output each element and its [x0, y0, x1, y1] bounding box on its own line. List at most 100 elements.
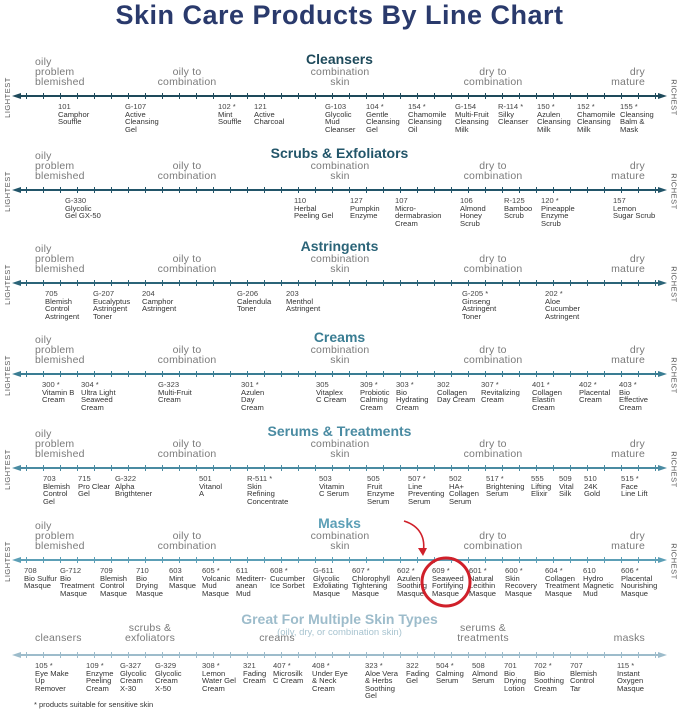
product-item[interactable]: G-327 Glycolic Cream X-30: [120, 662, 147, 692]
product-item[interactable]: R-114 * Silky Cleanser: [498, 103, 528, 126]
product-item[interactable]: 157 Lemon Sugar Scrub: [613, 197, 655, 220]
product-item[interactable]: G-322 Alpha Brigthtener: [115, 475, 152, 498]
product-item[interactable]: 321 Fading Cream: [243, 662, 266, 685]
product-item[interactable]: 505 Fruit Enzyme Serum: [367, 475, 394, 505]
product-item[interactable]: 300 * Vitamin B Cream: [42, 381, 74, 404]
product-item[interactable]: 702 * Bio Soothing Cream: [534, 662, 564, 692]
product-item[interactable]: 403 * Bio Effective Cream: [619, 381, 648, 411]
product-item[interactable]: R-511 * Skin Refining Concentrate: [247, 475, 288, 505]
product-name: Probiotic Calming Cream: [360, 387, 390, 412]
product-item[interactable]: 517 * Brightening Serum: [486, 475, 524, 498]
product-item[interactable]: 305 Vitaplex C Cream: [316, 381, 346, 404]
product-item[interactable]: 150 * Azulen Cleansing Milk: [537, 103, 571, 133]
product-item[interactable]: 610 Hydro Magnetic Mud: [583, 567, 614, 597]
product-item[interactable]: R-125 Bamboo Scrub: [504, 197, 532, 220]
product-item[interactable]: 127 Pumpkin Enzyme: [350, 197, 380, 220]
product-name: Alpha Brigthtener: [115, 481, 153, 499]
product-item[interactable]: 609 * Seaweed Fortifying Masque: [432, 567, 464, 597]
product-item[interactable]: 307 * Revitalizing Cream: [481, 381, 520, 404]
product-item[interactable]: 708 Bio Sulfur Masque: [24, 567, 57, 590]
product-item[interactable]: 601 * Natural Lecithin Masque: [469, 567, 496, 597]
product-item[interactable]: 107 Micro- dermabrasion Cream: [395, 197, 441, 227]
product-item[interactable]: 611 Mediterr- anean Mud: [236, 567, 266, 597]
product-item[interactable]: 515 * Face Line Lift: [621, 475, 648, 498]
product-item[interactable]: 120 * Pineapple Enzyme Scrub: [541, 197, 575, 227]
product-item[interactable]: 600 * Skin Recovery Masque: [505, 567, 537, 597]
product-item[interactable]: 155 * Cleansing Balm & Mask: [620, 103, 654, 133]
product-code: 407 *: [273, 661, 291, 670]
product-item[interactable]: 110 Herbal Peeling Gel: [294, 197, 333, 220]
product-item[interactable]: 710 Bio Drying Masque: [136, 567, 163, 597]
product-item[interactable]: G-329 Glycolic Cream X-50: [155, 662, 182, 692]
product-item[interactable]: 104 * Gentle Cleansing Gel: [366, 103, 400, 133]
product-item[interactable]: 503 Vitamin C Serum: [319, 475, 349, 498]
product-item[interactable]: 705 Blemish Control Astringent: [45, 290, 79, 320]
product-item[interactable]: 152 * Chamomile Cleansing Milk: [577, 103, 615, 133]
product-item[interactable]: 602 * Azulen Soothing Masque: [397, 567, 427, 597]
product-item[interactable]: 101 Camphor Souffle: [58, 103, 89, 126]
highlight-arrowhead-icon: [418, 548, 427, 556]
product-item[interactable]: 202 * Aloe Cucumber Astringent: [545, 290, 580, 320]
product-item[interactable]: 407 * Microsilk C Cream: [273, 662, 303, 685]
product-item[interactable]: 154 * Chamomile Cleansing Oil: [408, 103, 446, 133]
product-item[interactable]: 106 Almond Honey Scrub: [460, 197, 486, 227]
product-item[interactable]: G-206 Calendula Toner: [237, 290, 271, 313]
product-item[interactable]: 204 Camphor Astringent: [142, 290, 176, 313]
product-item[interactable]: 323 * Aloe Vera & Herbs Soothing Gel: [365, 662, 398, 700]
product-item[interactable]: 555 Lifting Elixir: [531, 475, 551, 498]
product-name: Silky Cleanser: [498, 109, 529, 127]
product-item[interactable]: 603 Mint Masque: [169, 567, 196, 590]
product-item[interactable]: 309 * Probiotic Calming Cream: [360, 381, 390, 411]
product-item[interactable]: 105 * Eye Make Up Remover: [35, 662, 69, 692]
skin-type-zone-label: combination skin: [310, 438, 370, 460]
product-item[interactable]: G-330 Glycolic Gel GX-50: [65, 197, 101, 220]
axis-ticks: [26, 557, 656, 563]
product-item[interactable]: 606 * Placental Nourishing Masque: [621, 567, 657, 597]
product-item[interactable]: 508 Almond Serum: [472, 662, 498, 685]
product-item[interactable]: 502 HA+ Collagen Serum: [449, 475, 479, 505]
product-item[interactable]: 509 Vital Silk: [559, 475, 574, 498]
product-item[interactable]: 322 Fading Gel: [406, 662, 429, 685]
product-item[interactable]: 504 * Calming Serum: [436, 662, 464, 685]
product-item[interactable]: 203 Menthol Astringent: [286, 290, 320, 313]
product-item[interactable]: 701 Bio Drying Lotion: [504, 662, 526, 692]
product-code: 517 *: [486, 474, 504, 483]
product-item[interactable]: G-205 * Ginseng Astringent Toner: [462, 290, 496, 320]
skin-type-zone-label: dry to combination: [463, 66, 523, 88]
product-item[interactable]: 709 Blemish Control Masque: [100, 567, 127, 597]
product-code: 502: [449, 474, 462, 483]
arrow-right-icon: [658, 464, 667, 471]
product-item[interactable]: 605 * Volcanic Mud Masque: [202, 567, 230, 597]
product-item[interactable]: 507 * Line Preventing Serum: [408, 475, 444, 505]
product-item[interactable]: G-107 Active Cleansing Gel: [125, 103, 159, 133]
product-item[interactable]: 604 * Collagen Treatment Masque: [545, 567, 579, 597]
product-item[interactable]: G-323 Multi-Fruit Cream: [158, 381, 192, 404]
product-item[interactable]: G-154 Multi-Fruit Cleansing Milk: [455, 103, 489, 133]
product-item[interactable]: 301 * Azulen Day Cream: [241, 381, 264, 411]
product-item[interactable]: G-103 Glycolic Mud Cleanser: [325, 103, 355, 133]
product-item[interactable]: 408 * Under Eye & Neck Cream: [312, 662, 348, 692]
product-item[interactable]: 121 Active Charcoal: [254, 103, 284, 126]
product-item[interactable]: 510 24K Gold: [584, 475, 600, 498]
product-item[interactable]: 715 Pro Clear Gel: [78, 475, 110, 498]
product-item[interactable]: G-712 Bio Treatment Masque: [60, 567, 94, 597]
product-code: 121: [254, 102, 267, 111]
product-item[interactable]: 302 Collagen Day Cream: [437, 381, 475, 404]
product-item[interactable]: 501 Vitanol A: [199, 475, 222, 498]
product-item[interactable]: 308 * Lemon Water Gel Cream: [202, 662, 236, 692]
product-item[interactable]: 707 Blemish Control Tar: [570, 662, 597, 692]
product-item[interactable]: 304 * Ultra Light Seaweed Cream: [81, 381, 116, 411]
product-item[interactable]: 608 * Cucumber Ice Sorbet: [270, 567, 305, 590]
product-item[interactable]: 303 * Bio Hydrating Cream: [396, 381, 429, 411]
product-item[interactable]: 109 * Enzyme Peeling Cream: [86, 662, 113, 692]
product-item[interactable]: 115 * Instant Oxygen Masque: [617, 662, 644, 692]
product-item[interactable]: G-611 Glycolic Exfoliating Masque: [313, 567, 348, 597]
product-item[interactable]: 703 Blemish Control Gel: [43, 475, 70, 505]
product-item[interactable]: 402 * Placental Cream: [579, 381, 610, 404]
product-item[interactable]: 607 * Chlorophyll Tightening Masque: [352, 567, 390, 597]
product-name: Camphor Astringent: [142, 296, 177, 314]
product-item[interactable]: G-207 Eucalyptus Astringent Toner: [93, 290, 130, 320]
product-item[interactable]: 401 * Collagen Elastin Cream: [532, 381, 562, 411]
product-item[interactable]: 102 * Mint Souffle: [218, 103, 242, 126]
